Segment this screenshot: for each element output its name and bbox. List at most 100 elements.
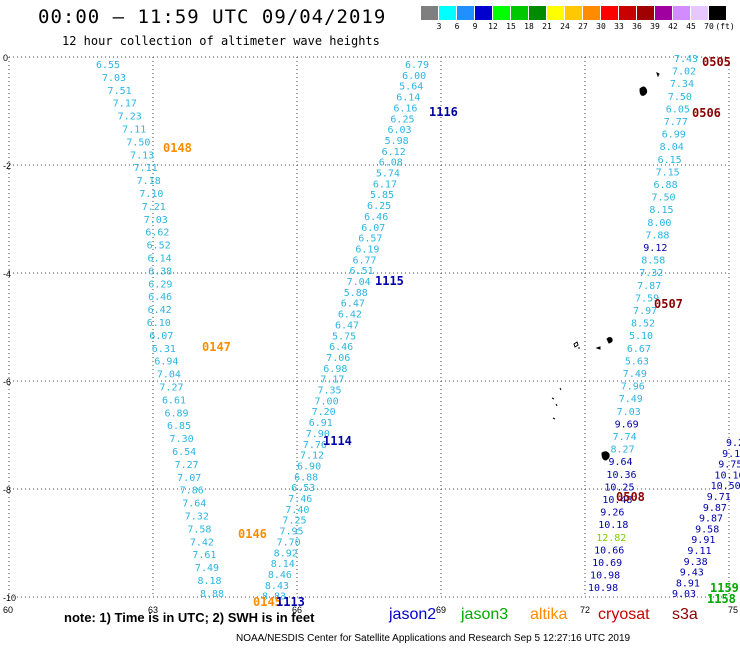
wave-height-value: 6.16 [393,103,417,114]
wave-height-value: 9.58 [695,524,719,535]
wave-height-value: 7.27 [159,383,183,394]
legend-tick-label: 42 [668,22,678,31]
wave-height-value: 7.50 [668,92,692,103]
legend-tick-label: 33 [614,22,624,31]
x-tick-label: 72 [580,605,590,615]
satellite-legend-jason2: jason2 [389,606,437,623]
legend-swatch [691,6,709,20]
legend-swatch [439,6,457,20]
wave-height-value: 6.15 [658,155,682,166]
pass-time-label: 0146 [238,527,267,541]
wave-height-value: 9.75 [718,460,740,471]
y-tick-label: -10 [3,593,16,603]
legend-swatch [709,6,727,20]
wave-height-value: 7.03 [102,73,126,84]
legend-tick-label: 30 [596,22,606,31]
wave-height-value: 6.07 [361,223,385,234]
wave-height-value: 6.46 [148,292,172,303]
legend-swatch [565,6,583,20]
wave-height-value: 6.53 [291,483,315,494]
wave-height-value: 9.43 [680,568,704,579]
wave-height-value: 7.97 [633,306,657,317]
legend-tick-label: 39 [650,22,660,31]
satellite-legend-altika: altika [530,606,568,623]
legend-swatch [637,6,655,20]
wave-height-value: 10.69 [592,558,622,569]
wave-height-value: 8.52 [631,319,655,330]
legend-swatch [457,6,475,20]
wave-height-value: 7.59 [635,293,659,304]
y-tick-label: -6 [3,377,11,387]
pass-time-label: 1114 [323,434,352,448]
wave-height-value: 6.90 [297,461,321,472]
wave-height-value: 10.48 [602,495,632,506]
wave-height-value: 10.98 [588,583,618,594]
wave-height-value: 6.89 [164,408,188,419]
wave-height-value: 7.04 [157,370,181,381]
satellite-legend-cryosat: cryosat [598,606,650,623]
wave-height-value: 8.04 [660,142,684,153]
map-grid [8,56,730,598]
wave-height-value: 7.11 [134,163,158,174]
wave-height-value: 8.27 [611,445,635,456]
pass-labels: 0148 0147 0146 0145 1116 1115 1114 1113 0505 0506… [163,55,739,609]
wave-height-value: 6.17 [373,179,397,190]
wave-height-value: 5.98 [385,136,409,147]
legend-swatch [529,6,547,20]
wave-height-value: 6.99 [662,130,686,141]
wave-height-value: 7.21 [142,202,166,213]
legend-tick-label: 36 [632,22,642,31]
wave-height-value: 7.50 [651,193,675,204]
wave-height-value: 6.85 [167,421,191,432]
legend-swatch [655,6,673,20]
wave-height-value: 5.74 [376,169,400,180]
wave-height-value: 6.77 [352,255,376,266]
x-tick-label: 60 [3,605,13,615]
legend-swatch [619,6,637,20]
wave-height-value: 5.85 [370,190,394,201]
wave-height-value: 7.49 [619,394,643,405]
wave-height-value: 9.87 [703,503,727,514]
wave-height-value: 6.12 [382,147,406,158]
legend-tick-label: 9 [472,22,478,31]
pass-time-label: 1158 [707,592,736,606]
wave-height-value: 10.18 [598,520,628,531]
legend-unit: (ft) [715,22,735,31]
island-shape [639,86,648,96]
legend-tick-label: 6 [454,22,460,31]
wave-height-value: 6.55 [96,60,120,71]
wave-height-value: 6.52 [147,241,171,252]
wave-height-value: 9.26 [600,508,624,519]
wave-height-value: 6.42 [338,310,362,321]
wave-height-value: 7.02 [672,67,696,78]
wave-height-value: 7.15 [656,167,680,178]
legend-tick-label: 18 [524,22,534,31]
wave-height-value: 6.67 [627,344,651,355]
wave-height-value: 9.03 [672,589,696,600]
wave-height-value: 9.29 [726,438,740,449]
wave-height-value: 7.23 [118,112,142,123]
pass-time-label: 0507 [654,297,683,311]
wave-height-value: 8.83 [262,592,286,603]
wave-height-value: 7.03 [144,215,168,226]
wave-height-value: 6.79 [405,60,429,71]
altimeter-tracks: 6.557.037.517.177.237.117.507.137.117.18… [96,54,740,603]
footnote: note: 1) Time is in UTC; 2) SWH is in fe… [64,610,315,625]
pass-time-label: 0148 [163,141,192,155]
wave-height-value: 6.29 [148,279,172,290]
x-tick-label: 75 [728,605,738,615]
wave-height-value: 8.58 [641,256,665,267]
island-shape [601,451,610,461]
legend-swatch [673,6,691,20]
wave-height-value: 9.18 [722,449,740,460]
wave-height-value: 10.16 [714,470,740,481]
credit-line: NOAA/NESDIS Center for Satellite Applica… [236,633,631,644]
wave-height-value: 6.88 [294,472,318,483]
pass-time-label: 1113 [276,595,305,609]
pass-time-label: 0505 [702,55,731,69]
legend-swatch [583,6,601,20]
wave-height-value: 7.17 [320,375,344,386]
y-tick-label: -4 [3,269,11,279]
wave-height-value: 7.86 [180,486,204,497]
